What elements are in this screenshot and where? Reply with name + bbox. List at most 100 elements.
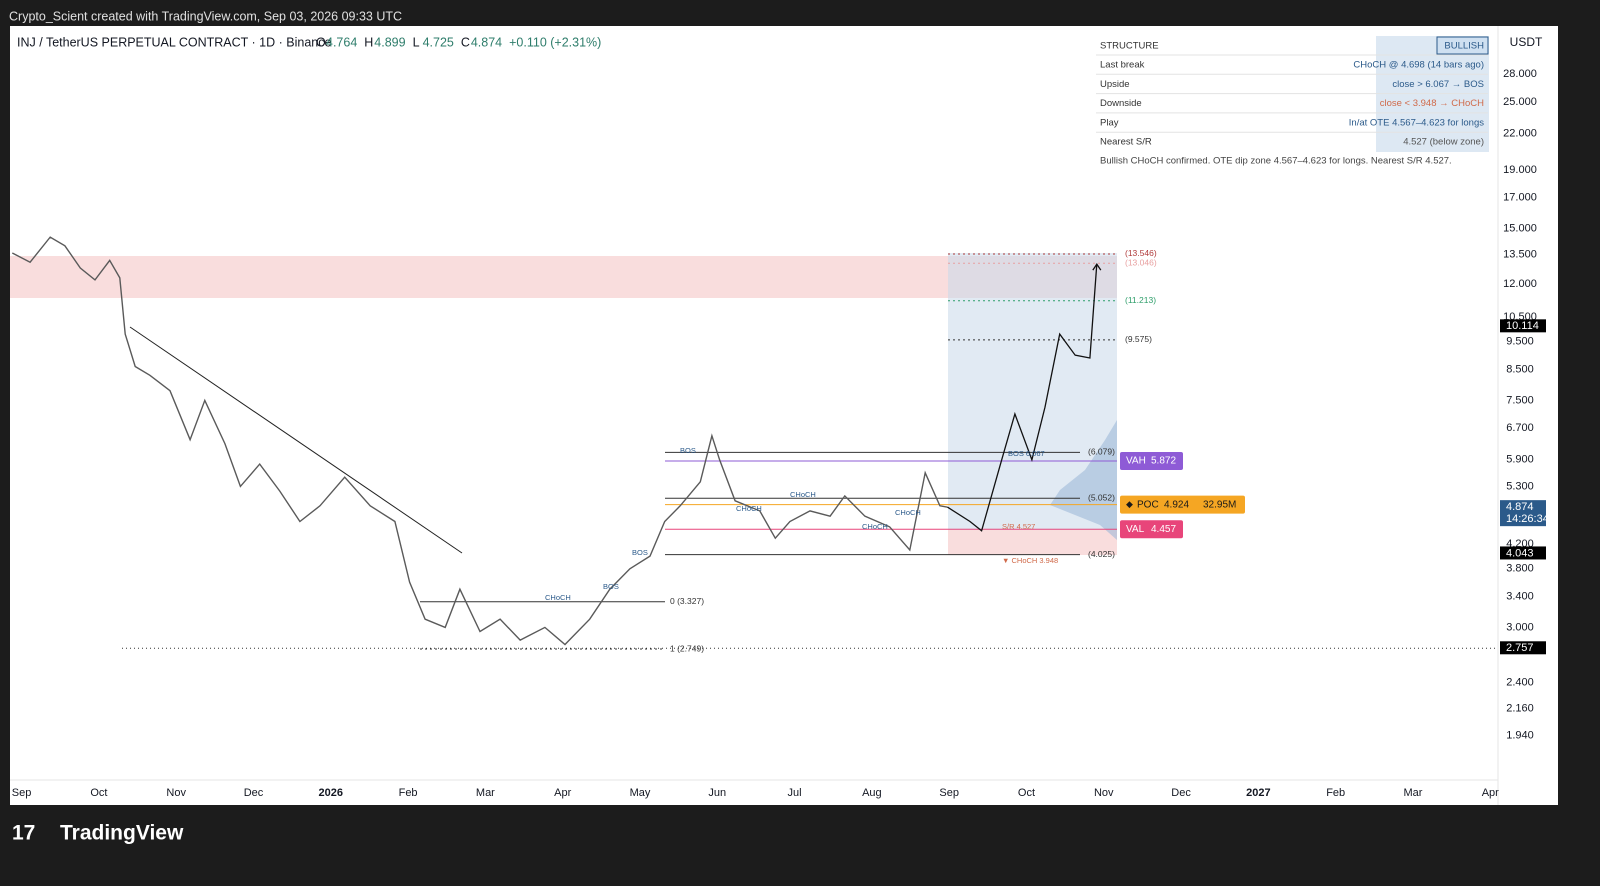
va-tag — [1120, 520, 1183, 539]
badge-bg — [1436, 36, 1489, 55]
y-tick-label: 19.000 — [1503, 164, 1537, 176]
va-name: POC — [1137, 499, 1159, 510]
attribution: Crypto_Scient created with TradingView.c… — [9, 9, 402, 23]
level-label: (11.213) — [1125, 295, 1156, 305]
y-tick-label: 7.500 — [1506, 394, 1534, 406]
va-volume: 32.95M — [1203, 499, 1236, 510]
level-label: 1 (2.749) — [670, 643, 704, 653]
x-tick-label: Aug — [862, 787, 882, 799]
va-value: 5.872 — [1151, 456, 1176, 467]
structure-title: STRUCTURE — [1100, 41, 1159, 52]
x-tick-label: 2027 — [1246, 787, 1270, 799]
level-label: 0 (3.327) — [670, 596, 704, 606]
row-key: Upside — [1100, 79, 1130, 90]
va-value: 4.457 — [1151, 524, 1176, 535]
x-tick-label: 2026 — [319, 787, 343, 799]
row-key: Nearest S/R — [1100, 137, 1152, 148]
ohlc-value: 4.764 — [326, 35, 357, 49]
va-tag — [1120, 452, 1183, 471]
volume-profile — [1050, 420, 1117, 540]
level-label: (6.079) — [1088, 447, 1115, 457]
arrow-head — [1092, 262, 1102, 271]
price-tag — [1500, 546, 1546, 560]
x-tick-label: Dec — [244, 787, 264, 799]
y-tick-label: 2.400 — [1506, 677, 1534, 689]
price-tag — [1500, 319, 1546, 333]
level-label: (9.575) — [1125, 334, 1152, 344]
x-tick-label: Oct — [1018, 787, 1035, 799]
price-tag-label: 2.757 — [1506, 642, 1534, 654]
price-tag-timer: 14:26:34 — [1506, 513, 1549, 525]
price-tag — [1500, 641, 1546, 655]
y-tick-label: 9.500 — [1506, 336, 1534, 348]
va-icon: ◆ — [1126, 499, 1133, 509]
x-tick-label: Apr — [1482, 787, 1499, 799]
price-tag-label: 10.114 — [1506, 320, 1539, 332]
x-tick-label: Apr — [554, 787, 571, 799]
supply-zone — [10, 256, 1117, 298]
x-tick-label: Mar — [1403, 787, 1422, 799]
ohlc-value: 4.899 — [374, 35, 405, 49]
y-tick-label: 3.800 — [1506, 563, 1534, 575]
structure-note: Bullish CHoCH confirmed. OTE dip zone 4.… — [1100, 156, 1452, 167]
x-tick-label: Mar — [476, 787, 495, 799]
annotation: CHoCH — [895, 508, 921, 517]
annotation: BOS — [632, 548, 648, 557]
x-tick-label: Feb — [1326, 787, 1345, 799]
change: +0.110 (+2.31%) — [509, 35, 601, 49]
price-tag — [1500, 500, 1546, 527]
y-tick-label: 17.000 — [1503, 192, 1537, 204]
logo: TradingView — [60, 822, 184, 845]
price-line — [11, 236, 948, 646]
y-tick-label: 8.500 — [1506, 363, 1534, 375]
annotation: CHoCH — [790, 490, 816, 499]
price-tag-label: 4.874 — [1506, 501, 1534, 513]
x-tick-label: Nov — [1094, 787, 1114, 799]
va-value: 4.924 — [1164, 499, 1189, 510]
chart-panel — [10, 26, 1558, 805]
ohlc-label: L — [413, 35, 420, 49]
row-value: CHoCH @ 4.698 (14 bars ago) — [1353, 60, 1484, 71]
y-tick-label: 3.000 — [1506, 621, 1534, 633]
x-tick-label: Oct — [90, 787, 107, 799]
row-value: close > 6.067 → BOS — [1392, 79, 1484, 90]
level-label: (4.025) — [1088, 549, 1115, 559]
x-tick-label: Dec — [1171, 787, 1191, 799]
x-tick-label: Feb — [399, 787, 418, 799]
y-tick-label: 25.000 — [1503, 96, 1537, 108]
y-tick-label: 5.900 — [1506, 454, 1534, 466]
y-tick-label: 15.000 — [1503, 223, 1537, 235]
row-key: Downside — [1100, 98, 1142, 109]
row-key: Play — [1100, 117, 1119, 128]
va-name: VAL — [1126, 524, 1145, 535]
x-tick-label: Sep — [12, 787, 32, 799]
annotation: CHoCH — [862, 522, 888, 531]
annotation: BOS — [603, 582, 619, 591]
annotation: ▼ CHoCH 3.948 — [1002, 556, 1058, 565]
trend-line — [129, 326, 463, 554]
annotation: BOS — [680, 446, 696, 455]
level-label: (13.046) — [1125, 258, 1157, 268]
symbol-title: INJ / TetherUS PERPETUAL CONTRACT · 1D ·… — [17, 35, 331, 49]
ohlc-label: H — [364, 35, 373, 49]
x-tick-label: Sep — [939, 787, 959, 799]
ohlc-value: 4.874 — [471, 35, 502, 49]
annotation: BOS 6.067 — [1008, 449, 1045, 458]
price-tag-label: 4.043 — [1506, 547, 1534, 559]
level-label: (5.052) — [1088, 493, 1115, 503]
ohlc-label: O — [316, 35, 326, 49]
y-tick-label: 28.000 — [1503, 68, 1537, 80]
va-tag — [1120, 495, 1245, 514]
x-tick-label: Nov — [166, 787, 186, 799]
stop-zone — [948, 530, 1117, 555]
x-tick-label: Jul — [788, 787, 802, 799]
annotation: CHoCH — [545, 593, 571, 602]
ohlc-value: 4.725 — [423, 35, 454, 49]
ohlc-label: C — [461, 35, 470, 49]
y-tick-label: 12.000 — [1503, 278, 1537, 290]
annotation: S/R 4.527 — [1002, 522, 1035, 531]
projection-path — [947, 264, 1098, 532]
x-tick-label: May — [630, 787, 651, 799]
y-tick-label: 6.700 — [1506, 422, 1534, 434]
